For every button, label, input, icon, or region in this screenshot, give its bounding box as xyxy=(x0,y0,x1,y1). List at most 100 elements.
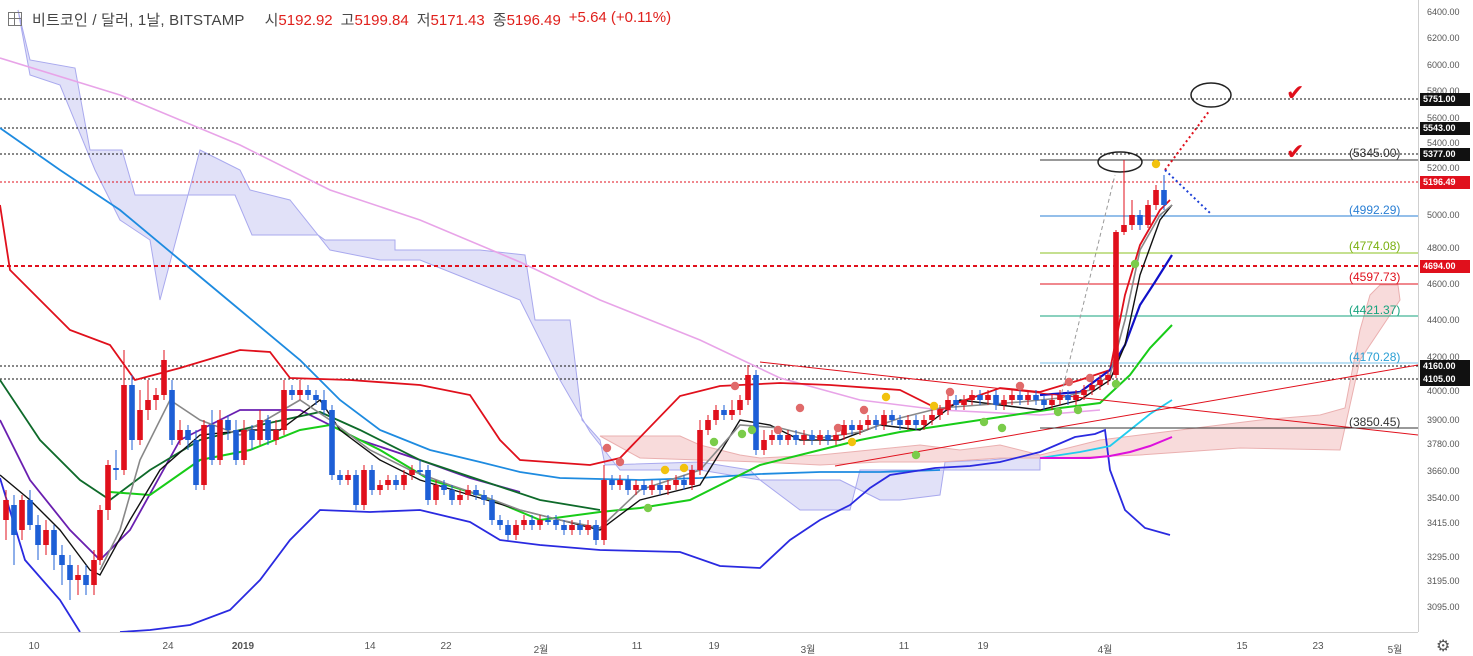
signal-dot xyxy=(709,437,719,447)
price-tick-label: 3195.00 xyxy=(1427,576,1460,586)
candle-up xyxy=(137,410,143,440)
price-tick-label: 3780.00 xyxy=(1427,439,1460,449)
time-tick-label: 2019 xyxy=(231,641,255,652)
signal-dot xyxy=(847,437,857,447)
signal-dot xyxy=(1085,373,1095,383)
signal-dot xyxy=(1151,159,1161,169)
price-tick-label: 3540.00 xyxy=(1427,493,1460,503)
candle-down xyxy=(625,480,631,490)
candle-up xyxy=(537,520,543,525)
ema-blue-line xyxy=(0,127,941,481)
time-tick-label: 11 xyxy=(898,641,910,652)
open-label: 시 xyxy=(264,11,279,29)
candle-up xyxy=(97,510,103,560)
signal-dot xyxy=(833,423,843,433)
candle-up xyxy=(1001,400,1007,405)
black-ma-line xyxy=(0,204,1173,576)
gear-icon[interactable]: ⚙ xyxy=(1436,638,1451,655)
candle-up xyxy=(745,375,751,400)
candle-down xyxy=(35,525,41,545)
candle-up xyxy=(841,425,847,435)
candle-down xyxy=(609,480,615,485)
candle-down xyxy=(193,440,199,485)
time-tick-label: 15 xyxy=(1236,641,1248,652)
price-tick-label: 3660.00 xyxy=(1427,466,1460,476)
time-tick-label: 11 xyxy=(631,641,643,652)
time-tick-label: 19 xyxy=(708,641,720,652)
price-tick-label: 4400.00 xyxy=(1427,315,1460,325)
price-tick-label: 6200.00 xyxy=(1427,33,1460,43)
candle-down xyxy=(113,468,119,470)
candle-up xyxy=(1049,400,1055,405)
candle-up xyxy=(457,495,463,500)
signal-dot xyxy=(679,463,689,473)
candle-up xyxy=(121,385,127,470)
price-tick-label: 4800.00 xyxy=(1427,243,1460,253)
candle-down xyxy=(953,400,959,405)
candle-down xyxy=(313,395,319,400)
candle-up xyxy=(673,480,679,485)
candle-up xyxy=(649,485,655,490)
candle-down xyxy=(129,385,135,440)
candle-down xyxy=(321,400,327,410)
price-level-tag: 4694.00 xyxy=(1420,260,1470,273)
change-value: +5.64 (+0.11%) xyxy=(568,8,672,26)
time-tick-label: 14 xyxy=(364,641,376,652)
candle-up xyxy=(905,420,911,425)
candle-up xyxy=(689,470,695,485)
candle-down xyxy=(233,430,239,460)
candle-down xyxy=(11,505,17,535)
candle-down xyxy=(425,470,431,500)
candle-up xyxy=(1073,395,1079,400)
candle-up xyxy=(705,420,711,430)
price-tick-label: 3095.00 xyxy=(1427,602,1460,612)
signal-dot xyxy=(881,392,891,402)
candle-down xyxy=(897,420,903,425)
signal-dot xyxy=(660,465,670,475)
candle-up xyxy=(19,500,25,530)
candle-down xyxy=(473,490,479,495)
close-label: 종 xyxy=(492,11,507,29)
price-tick-label: 5600.00 xyxy=(1427,113,1460,123)
fib-level-label: (4774.08) xyxy=(1349,239,1401,253)
candle-down xyxy=(809,435,815,440)
grid-icon[interactable] xyxy=(8,12,22,26)
signal-dot xyxy=(615,457,625,467)
price-tick-label: 6400.00 xyxy=(1427,7,1460,17)
candle-down xyxy=(83,575,89,585)
price-plot[interactable] xyxy=(0,0,1418,632)
candle-up xyxy=(801,435,807,440)
candle-up xyxy=(241,430,247,460)
bollinger-lower-left xyxy=(0,477,81,632)
fib-level-label: (5345.00) xyxy=(1349,146,1401,160)
signal-dot xyxy=(643,503,653,513)
candle-up xyxy=(273,430,279,440)
candle-up xyxy=(729,410,735,415)
fib-level-label: (4170.28) xyxy=(1349,350,1401,364)
candle-down xyxy=(441,485,447,490)
candle-down xyxy=(993,395,999,405)
candle-up xyxy=(145,400,151,410)
price-tick-label: 5800.00 xyxy=(1427,86,1460,96)
candle-up xyxy=(1097,380,1103,385)
candle-down xyxy=(169,390,175,440)
candle-up xyxy=(409,470,415,475)
signal-dot xyxy=(945,387,955,397)
candle-down xyxy=(417,470,423,472)
projection-dashed xyxy=(1059,174,1116,401)
candle-down xyxy=(393,480,399,485)
price-tick-label: 4000.00 xyxy=(1427,386,1460,396)
candle-up xyxy=(785,435,791,440)
price-tick-label: 3900.00 xyxy=(1427,415,1460,425)
signal-dot xyxy=(911,450,921,460)
signal-dot xyxy=(773,425,783,435)
candle-down xyxy=(577,525,583,530)
candle-up xyxy=(281,390,287,430)
navy-ma-line xyxy=(1039,254,1173,397)
signal-dot xyxy=(602,443,612,453)
candle-up xyxy=(985,395,991,400)
candle-up xyxy=(465,490,471,495)
time-axis[interactable] xyxy=(0,632,1418,656)
candle-up xyxy=(217,420,223,460)
